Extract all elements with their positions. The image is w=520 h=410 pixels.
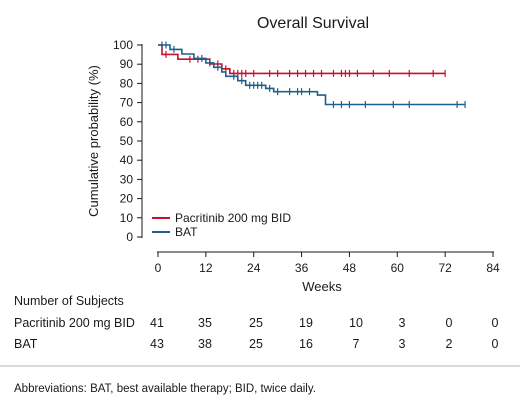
x-tick-label: 24 (247, 261, 261, 275)
bat-series (158, 41, 466, 109)
risk-row-label: Pacritinib 200 mg BID (14, 316, 135, 330)
risk-count: 0 (492, 337, 499, 351)
risk-count: 38 (198, 337, 212, 351)
risk-count: 0 (446, 316, 453, 330)
y-tick-label: 80 (120, 76, 134, 90)
y-tick-label: 60 (120, 115, 134, 129)
x-tick-label: 36 (295, 261, 309, 275)
y-tick-label: 30 (120, 172, 134, 186)
survival-curves (158, 41, 466, 109)
risk-count: 7 (353, 337, 360, 351)
x-tick-label: 0 (155, 261, 162, 275)
risk-count: 3 (399, 316, 406, 330)
x-axis-label: Weeks (302, 279, 342, 294)
bat-legend-label: BAT (175, 225, 198, 239)
axes: 0 10 20 30 40 50 60 70 80 90 100 0 12 24 36 48 60 72 84 (113, 38, 500, 275)
pacritinib-series (158, 44, 446, 77)
pacritinib-legend-label: Pacritinib 200 mg BID (175, 211, 291, 225)
risk-table-heading: Number of Subjects (14, 294, 124, 308)
y-tick-label: 40 (120, 153, 134, 167)
y-tick-label: 50 (120, 134, 134, 148)
footnote: Abbreviations: BAT, best available thera… (14, 383, 316, 395)
x-tick-label: 84 (486, 261, 500, 275)
risk-count: 41 (150, 316, 164, 330)
x-tick-label: 72 (438, 261, 452, 275)
risk-count: 2 (446, 337, 453, 351)
x-tick-label: 48 (343, 261, 357, 275)
risk-count: 19 (299, 316, 313, 330)
risk-count: 10 (349, 316, 363, 330)
chart-title: Overall Survival (257, 15, 369, 32)
y-tick-label: 90 (120, 57, 134, 71)
x-tick-label: 60 (391, 261, 405, 275)
risk-row-label: BAT (14, 337, 38, 351)
risk-count: 43 (150, 337, 164, 351)
risk-count: 35 (198, 316, 212, 330)
x-tick-label: 12 (199, 261, 213, 275)
risk-count: 0 (492, 316, 499, 330)
risk-count: 25 (249, 337, 263, 351)
risk-count: 16 (299, 337, 313, 351)
number-at-risk-table: Number of Subjects Pacritinib 200 mg BID 4… (14, 294, 499, 351)
y-tick-label: 0 (126, 230, 133, 244)
risk-count: 3 (399, 337, 406, 351)
y-tick-label: 10 (120, 211, 134, 225)
y-axis-label: Cumulative probability (%) (86, 65, 101, 217)
bat-survival-line (158, 44, 466, 106)
y-tick-label: 70 (120, 96, 134, 110)
risk-count: 25 (249, 316, 263, 330)
y-tick-label: 100 (113, 38, 133, 52)
y-tick-label: 20 (120, 192, 134, 206)
